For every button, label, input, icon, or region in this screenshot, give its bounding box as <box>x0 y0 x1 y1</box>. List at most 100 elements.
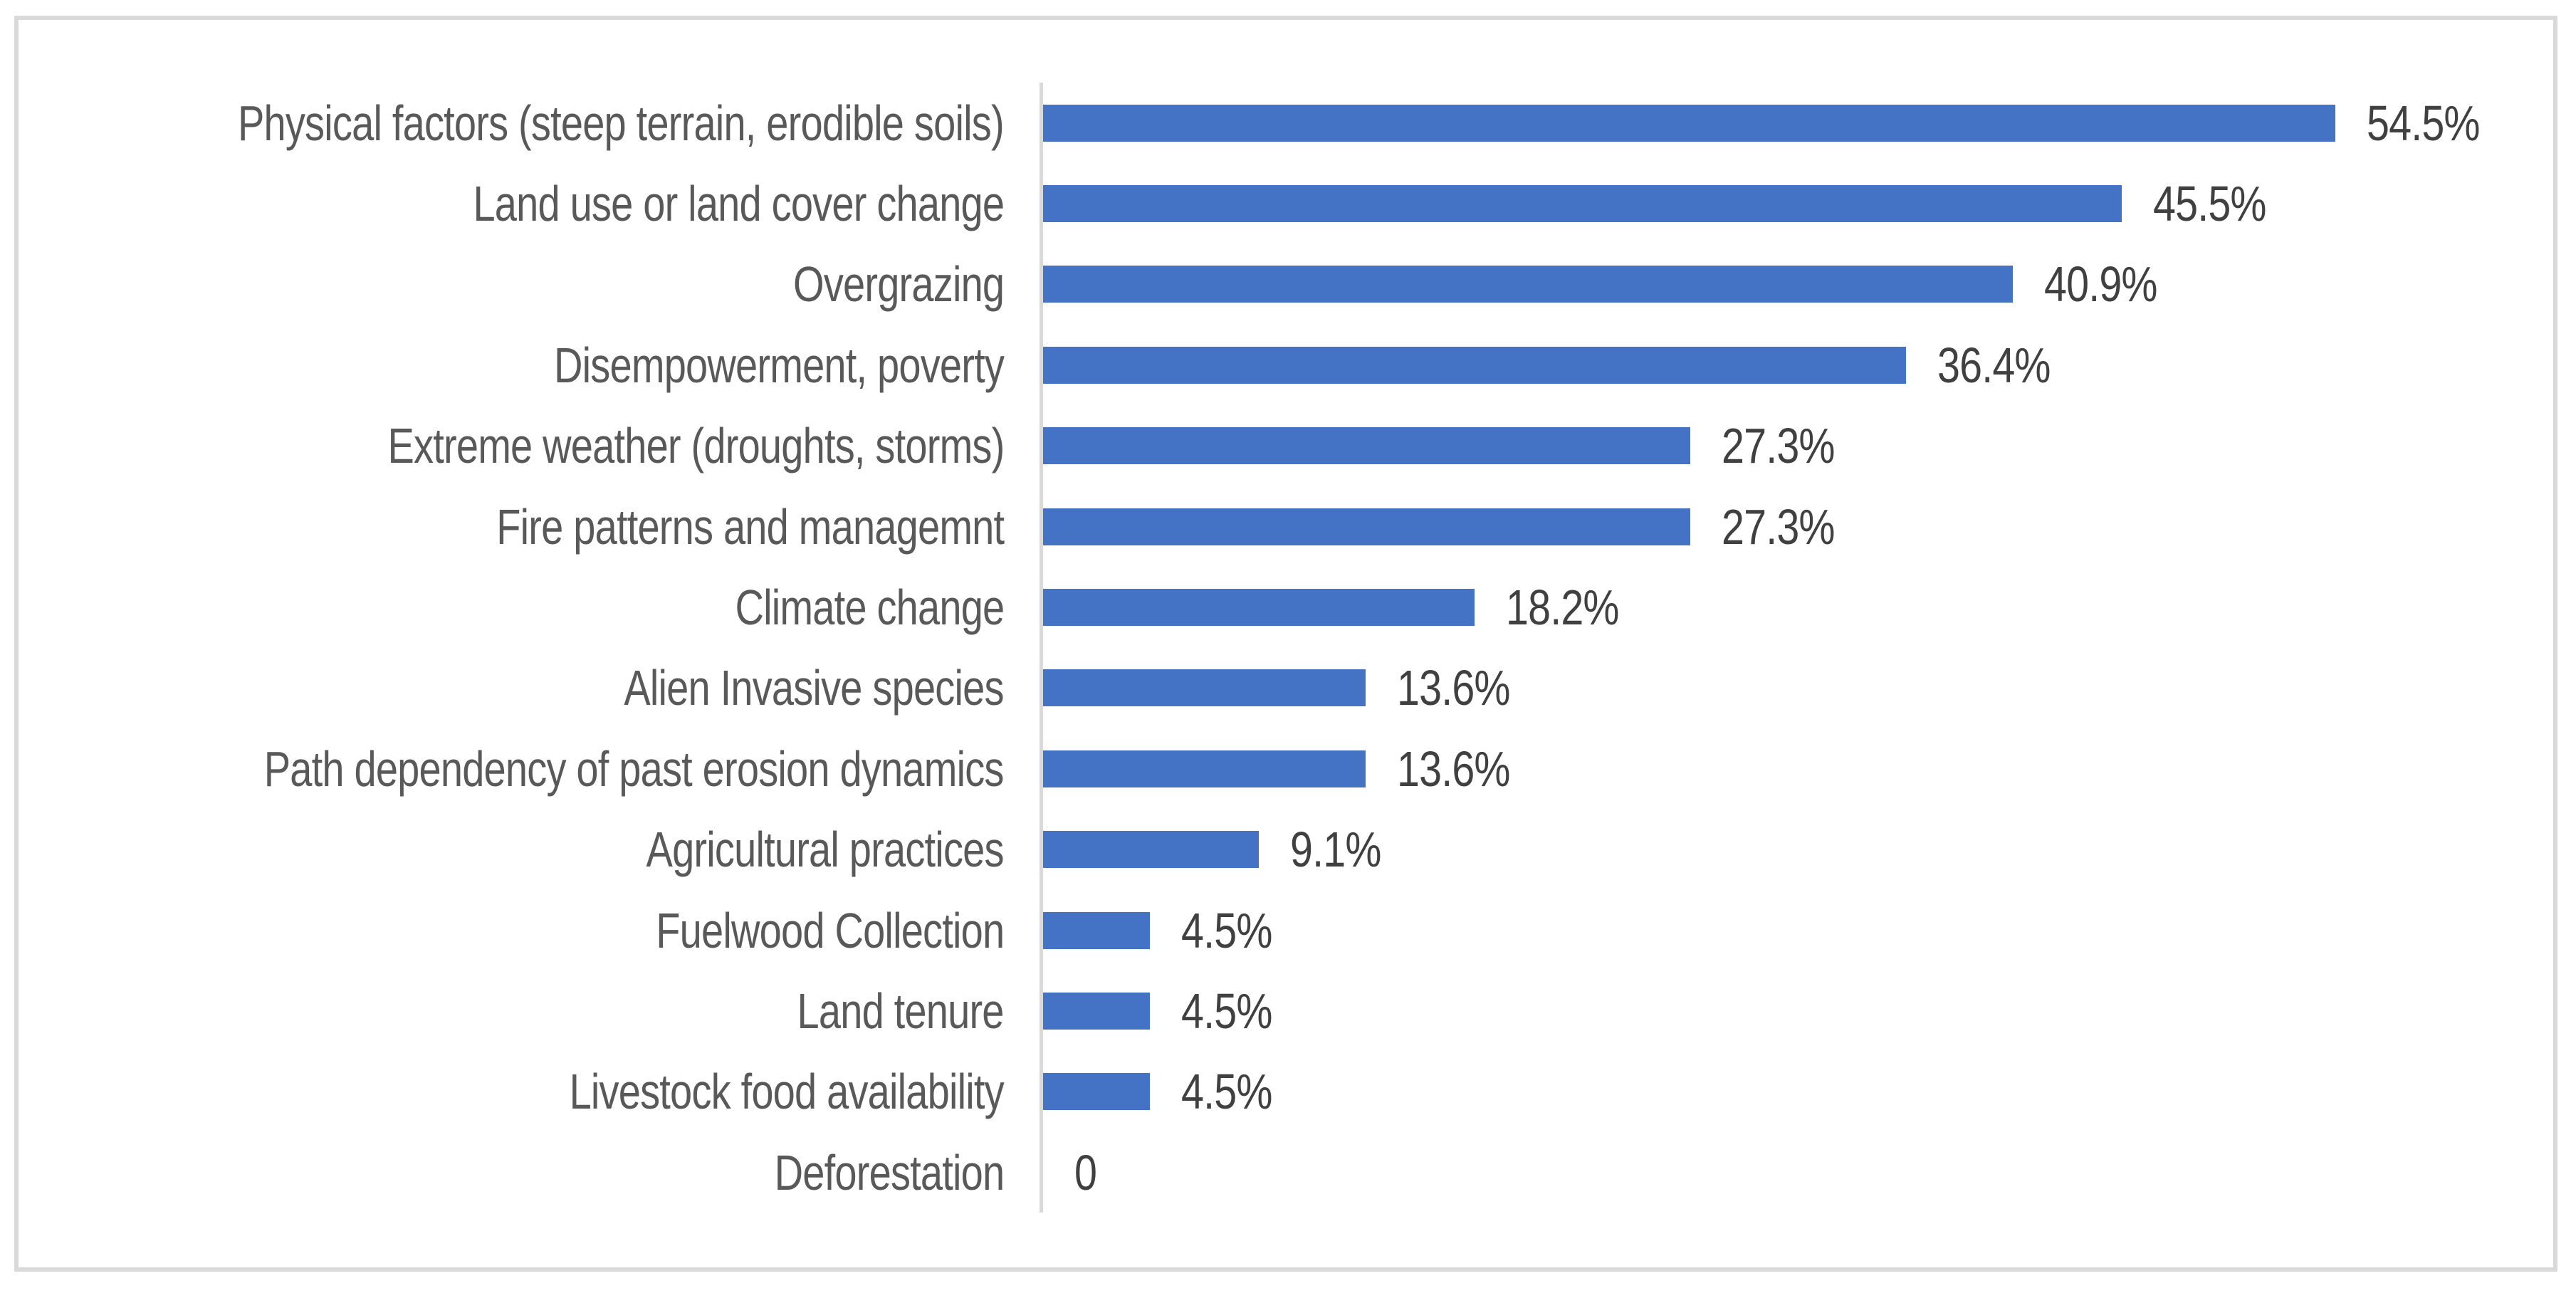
chart-row: Path dependency of past erosion dynamics… <box>19 728 2525 810</box>
value-label-text: 13.6% <box>1396 660 1510 716</box>
bar <box>1043 104 2335 142</box>
chart-row: Alien Invasive species 13.6% <box>19 647 2525 729</box>
chart-row: Land use or land cover change 45.5% <box>19 163 2525 244</box>
bar <box>1043 266 2013 303</box>
value-label: 40.9% <box>2044 259 2182 309</box>
value-label-text: 9.1% <box>1290 822 1381 878</box>
bar-track: 45.5% <box>1040 163 2525 244</box>
category-label-text: Deforestation <box>774 1144 1004 1200</box>
bar <box>1043 831 1260 869</box>
bar <box>1043 185 2122 223</box>
value-label-text: 0 <box>1074 1144 1097 1200</box>
value-label: 36.4% <box>1937 340 2075 390</box>
value-label: 27.3% <box>1722 421 1859 471</box>
value-label-text: 54.5% <box>2366 95 2480 151</box>
value-label: 18.2% <box>1506 582 1643 632</box>
bar-track: 13.6% <box>1040 728 2525 810</box>
value-label: 4.5% <box>1181 1067 1292 1116</box>
chart-row: Fire patterns and managemnt 27.3% <box>19 486 2525 567</box>
value-label: 13.6% <box>1397 744 1534 794</box>
category-label-text: Alien Invasive species <box>624 660 1005 716</box>
value-label-text: 27.3% <box>1722 418 1835 474</box>
bar-track: 9.1% <box>1040 809 2525 890</box>
chart-row: Agricultural practices 9.1% <box>19 809 2525 890</box>
value-label: 4.5% <box>1181 986 1292 1036</box>
category-label-text: Overgrazing <box>792 256 1005 313</box>
bar-rows-container: Physical factors (steep terrain, erodibl… <box>19 83 2525 1213</box>
category-label-text: Disempowerment, poverty <box>553 337 1005 393</box>
category-label: Agricultural practices <box>19 825 1040 874</box>
value-label: 27.3% <box>1722 502 1859 552</box>
bar-track: 54.5% <box>1040 83 2525 164</box>
chart-row: Fuelwood Collection 4.5% <box>19 889 2525 971</box>
value-label: 4.5% <box>1181 906 1292 956</box>
category-label: Overgrazing <box>19 259 1040 309</box>
category-label-text: Physical factors (steep terrain, erodibl… <box>238 95 1005 151</box>
category-label-text: Livestock food availability <box>569 1064 1005 1120</box>
chart-row: Extreme weather (droughts, storms) 27.3% <box>19 405 2525 486</box>
category-label: Disempowerment, poverty <box>19 340 1040 390</box>
value-label-text: 18.2% <box>1506 580 1619 636</box>
bar-track: 4.5% <box>1040 1051 2525 1133</box>
bar <box>1043 346 1907 384</box>
value-label-text: 4.5% <box>1180 902 1272 958</box>
bar-track: 36.4% <box>1040 325 2525 406</box>
category-label-text: Climate change <box>735 580 1005 636</box>
category-label-text: Fire patterns and managemnt <box>496 498 1005 555</box>
value-label-text: 40.9% <box>2043 256 2157 313</box>
value-label-text: 13.6% <box>1396 740 1510 797</box>
value-label-text: 45.5% <box>2153 176 2266 232</box>
value-label: 9.1% <box>1290 825 1401 874</box>
bar <box>1043 508 1691 545</box>
category-label-text: Path dependency of past erosion dynamics <box>264 740 1005 797</box>
chart-row: Overgrazing 40.9% <box>19 244 2525 325</box>
bar <box>1043 750 1366 787</box>
bar-track: 4.5% <box>1040 889 2525 971</box>
category-label: Fuelwood Collection <box>19 906 1040 956</box>
chart-frame: Physical factors (steep terrain, erodibl… <box>14 16 2557 1272</box>
value-label: 54.5% <box>2367 98 2504 148</box>
chart-row: Disempowerment, poverty 36.4% <box>19 325 2525 406</box>
chart-row: Physical factors (steep terrain, erodibl… <box>19 83 2525 164</box>
bar <box>1043 669 1366 707</box>
bar-track: 27.3% <box>1040 405 2525 486</box>
value-label-text: 4.5% <box>1180 1064 1272 1120</box>
bar-track: 0 <box>1040 1132 2525 1213</box>
category-label-text: Land tenure <box>797 983 1005 1039</box>
bar-track: 40.9% <box>1040 244 2525 325</box>
category-label-text: Extreme weather (droughts, storms) <box>387 418 1005 474</box>
bar-track: 13.6% <box>1040 647 2525 729</box>
bar <box>1043 992 1150 1030</box>
category-label: Path dependency of past erosion dynamics <box>19 744 1040 794</box>
category-label: Fire patterns and managemnt <box>19 502 1040 552</box>
value-label-text: 36.4% <box>1937 337 2051 393</box>
chart-row: Climate change 18.2% <box>19 567 2525 648</box>
bar-track: 18.2% <box>1040 567 2525 648</box>
category-label: Deforestation <box>19 1148 1040 1198</box>
bar-track: 4.5% <box>1040 970 2525 1052</box>
category-label: Alien Invasive species <box>19 663 1040 713</box>
bar <box>1043 427 1691 465</box>
value-label: 45.5% <box>2153 179 2290 229</box>
category-label: Livestock food availability <box>19 1067 1040 1116</box>
value-label-text: 4.5% <box>1180 983 1272 1039</box>
value-label-text: 27.3% <box>1722 498 1835 555</box>
category-label: Extreme weather (droughts, storms) <box>19 421 1040 471</box>
bar-track: 27.3% <box>1040 486 2525 567</box>
bar <box>1043 1073 1150 1111</box>
category-label: Climate change <box>19 582 1040 632</box>
chart-row: Deforestation 0 <box>19 1132 2525 1213</box>
category-label-text: Fuelwood Collection <box>655 902 1005 958</box>
category-label: Physical factors (steep terrain, erodibl… <box>19 98 1040 148</box>
category-label-text: Agricultural practices <box>646 822 1005 878</box>
plot-area: Physical factors (steep terrain, erodibl… <box>19 83 2525 1213</box>
chart-row: Land tenure 4.5% <box>19 970 2525 1052</box>
chart-row: Livestock food availability 4.5% <box>19 1051 2525 1133</box>
category-label-text: Land use or land cover change <box>473 176 1005 232</box>
category-label: Land use or land cover change <box>19 179 1040 229</box>
bar <box>1043 589 1475 627</box>
value-label: 0 <box>1074 1148 1101 1198</box>
category-label: Land tenure <box>19 986 1040 1036</box>
bar <box>1043 911 1150 949</box>
value-label: 13.6% <box>1397 663 1534 713</box>
